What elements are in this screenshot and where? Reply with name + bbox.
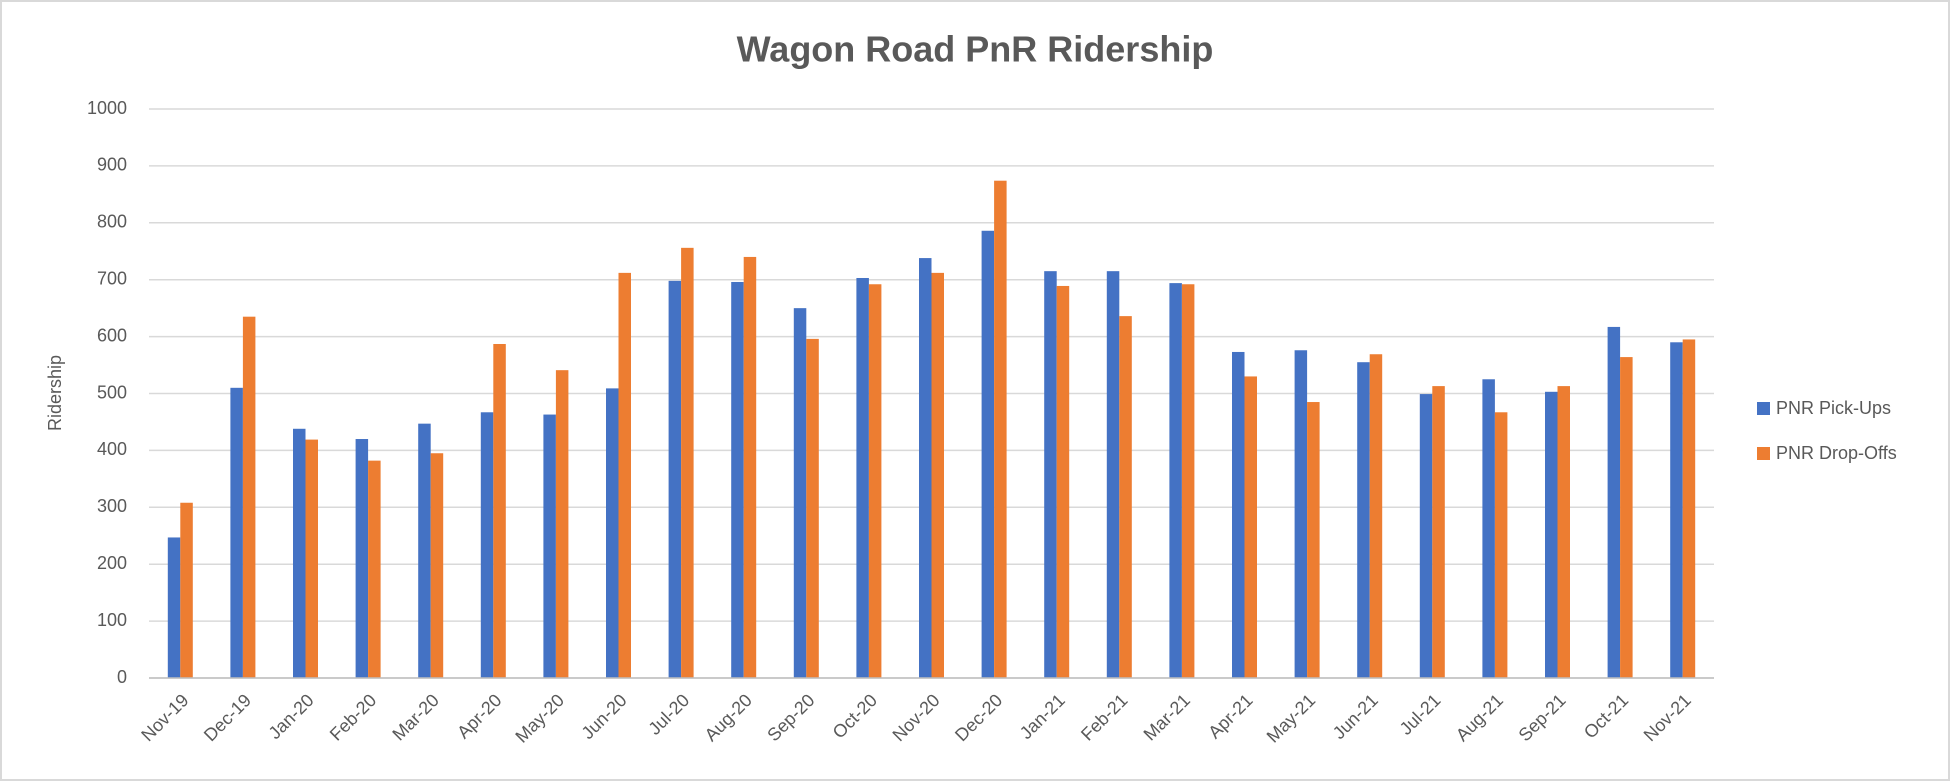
y-tick-label: 200 <box>97 553 127 573</box>
y-axis-label: Ridership <box>45 355 65 431</box>
bar <box>368 460 381 678</box>
y-tick-label: 400 <box>97 439 127 459</box>
bar <box>1181 284 1195 678</box>
chart-title: Wagon Road PnR Ridership <box>737 29 1214 70</box>
y-tick-label: 100 <box>97 610 127 630</box>
bar <box>981 230 995 679</box>
legend-label: PNR Drop-Offs <box>1776 443 1897 463</box>
bar <box>743 256 757 678</box>
legend-swatch <box>1757 447 1770 460</box>
bar <box>1369 354 1383 678</box>
bar <box>868 284 882 678</box>
bar <box>856 277 869 678</box>
bar <box>230 387 243 678</box>
bar <box>1106 271 1120 678</box>
bar <box>493 343 506 678</box>
bar <box>1494 412 1508 678</box>
y-tick-label: 600 <box>97 325 127 345</box>
bar <box>1482 379 1495 678</box>
bar <box>305 439 318 678</box>
y-tick-label: 700 <box>97 268 127 288</box>
bar <box>1682 339 1696 678</box>
bar <box>1357 362 1370 678</box>
legend-label: PNR Pick-Ups <box>1776 398 1891 418</box>
y-tick-label: 300 <box>97 496 127 516</box>
bar <box>1056 285 1070 678</box>
bar <box>293 428 306 678</box>
bar <box>668 280 682 678</box>
bar <box>480 412 494 678</box>
bar <box>167 537 181 678</box>
bar <box>1307 402 1320 678</box>
bar <box>1545 391 1558 678</box>
y-tick-label: 500 <box>97 382 127 402</box>
bar <box>994 180 1007 678</box>
y-tick-label: 800 <box>97 212 127 232</box>
bar <box>681 247 694 678</box>
y-tick-label: 900 <box>97 155 127 175</box>
bar <box>793 308 807 678</box>
bar <box>731 281 744 678</box>
bar <box>418 423 431 678</box>
bar <box>1620 357 1633 678</box>
bar <box>242 316 256 678</box>
bar <box>1432 386 1445 678</box>
bar <box>1557 386 1570 678</box>
bar <box>931 272 944 678</box>
bar <box>1244 376 1257 678</box>
bar <box>919 258 932 678</box>
y-tick-label: 1000 <box>87 98 127 118</box>
bar <box>606 388 619 678</box>
bar <box>1232 351 1245 678</box>
bar <box>355 439 369 678</box>
bar <box>806 338 819 678</box>
bar <box>1119 316 1132 678</box>
bar <box>555 370 569 678</box>
y-tick-label: 0 <box>117 667 127 687</box>
bar <box>430 453 444 678</box>
bar <box>1044 271 1057 678</box>
bar <box>1169 283 1182 678</box>
bar <box>1294 350 1308 678</box>
bar <box>618 272 631 678</box>
bar <box>1607 326 1621 678</box>
legend-swatch <box>1757 402 1770 415</box>
bar <box>1670 342 1683 678</box>
bar <box>1419 394 1433 678</box>
bar <box>543 414 556 678</box>
bar <box>180 502 193 678</box>
